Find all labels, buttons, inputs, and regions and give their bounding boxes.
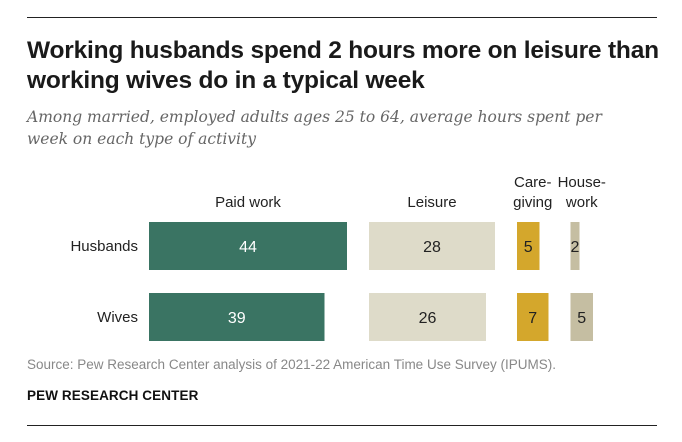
value-label-house-work-husbands: 2: [571, 239, 580, 256]
source-note: Source: Pew Research Center analysis of …: [27, 357, 556, 372]
bottom-rule: [27, 425, 657, 426]
value-label-leisure-wives: 26: [419, 310, 437, 327]
bar-leisure-wives: [369, 293, 486, 341]
column-label-house-work-line-2: work: [565, 194, 598, 211]
value-label-care-giving-husbands: 5: [524, 239, 533, 256]
brand-name: PEW RESEARCH CENTER: [27, 388, 199, 403]
bar-paid-work-wives: [149, 293, 325, 341]
chart-title: Working husbands spend 2 hours more on l…: [27, 37, 659, 94]
column-label-care-giving-line-1: Care-: [514, 174, 552, 191]
column-label-house-work-line-1: House-: [558, 174, 606, 191]
row-label-wives: Wives: [97, 309, 138, 326]
row-label-husbands: Husbands: [70, 238, 138, 255]
value-label-house-work-wives: 5: [577, 310, 586, 327]
value-label-paid-work-wives: 39: [228, 310, 246, 327]
column-label-paid-work: Paid work: [215, 194, 281, 211]
bar-house-work-wives: [570, 293, 593, 341]
column-label-leisure: Leisure: [407, 194, 456, 211]
chart-subtitle: Among married, employed adults ages 25 t…: [27, 108, 602, 148]
value-label-paid-work-husbands: 44: [239, 239, 257, 256]
column-label-care-giving-line-2: giving: [513, 194, 552, 211]
bar-care-giving-wives: [517, 293, 549, 341]
bar-care-giving-husbands: [517, 222, 540, 270]
value-label-care-giving-wives: 7: [528, 310, 537, 327]
bar-paid-work-husbands: [149, 222, 347, 270]
bar-house-work-husbands: [570, 222, 580, 270]
bar-leisure-husbands: [369, 222, 495, 270]
value-label-leisure-husbands: 28: [423, 239, 441, 256]
top-rule: [27, 17, 657, 18]
